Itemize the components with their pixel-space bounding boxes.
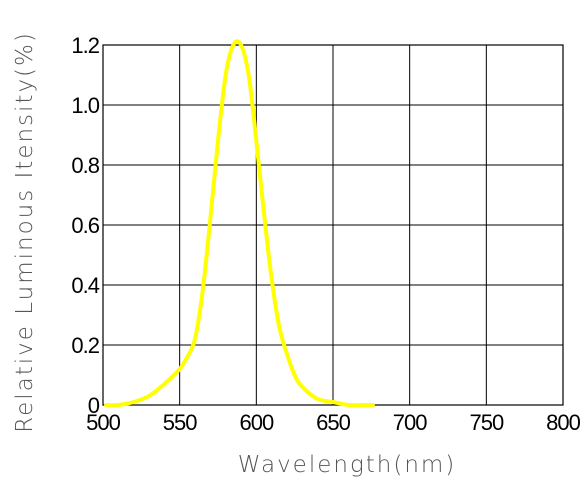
x-tick-label: 800 [546, 410, 580, 435]
plot-frame [102, 44, 564, 406]
y-tick-label: 1.0 [71, 93, 99, 118]
x-tick-label: 650 [316, 410, 350, 435]
series-line [104, 39, 375, 408]
y-tick-label: 1.2 [71, 33, 99, 58]
x-tick-labels: 500 550 600 650 700 750 800 [86, 410, 581, 435]
y-tick-label: 0 [88, 393, 100, 418]
x-tick-label: 550 [163, 410, 197, 435]
y-tick-label: 0.2 [71, 333, 99, 358]
grid [103, 45, 563, 405]
y-tick-label: 0.6 [71, 213, 99, 238]
x-tick-label: 700 [393, 410, 427, 435]
y-axis-label: Relative Luminous Itensity(%) [12, 31, 38, 433]
y-tick-labels: 0 0.2 0.4 0.6 0.8 1.0 1.2 [71, 33, 100, 418]
y-tick-label: 0.4 [71, 273, 99, 298]
y-tick-label: 0.8 [71, 153, 99, 178]
x-tick-label: 600 [239, 410, 273, 435]
x-tick-label: 750 [469, 410, 503, 435]
x-axis-label: Wavelength(nm) [238, 452, 457, 478]
x-tick-label: 500 [86, 410, 120, 435]
